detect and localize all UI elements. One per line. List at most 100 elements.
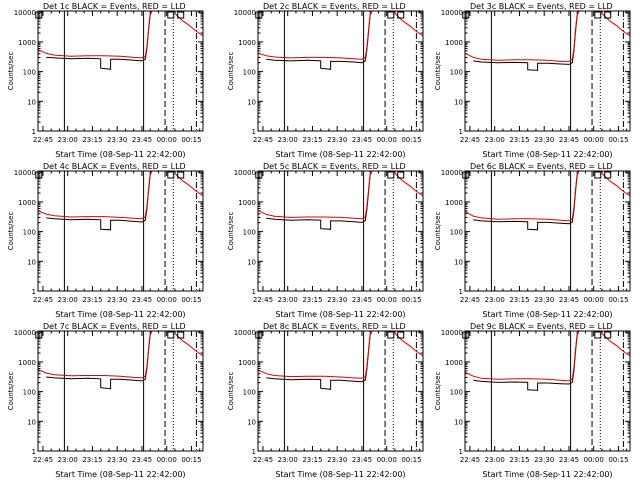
marker-box	[594, 331, 602, 339]
y-tick-label: 10	[247, 258, 256, 266]
marker-box	[177, 171, 185, 179]
y-tick-label: 1	[459, 128, 463, 136]
x-tick-label: 00:00	[377, 456, 397, 464]
panel-title: Det 7c BLACK = Events, RED = LLD	[43, 322, 186, 331]
y-tick-label: 10	[247, 98, 256, 106]
x-tick-label: 23:15	[302, 136, 322, 144]
x-tick-label: 22:45	[253, 456, 273, 464]
y-tick-label: 10	[247, 418, 256, 426]
y-tick-label: 1000	[18, 199, 36, 207]
x-axis-label: Start Time (08-Sep-11 22:42:00)	[482, 150, 612, 159]
panel-title: Det 3c BLACK = Events, RED = LLD	[470, 2, 613, 11]
marker-box	[255, 11, 263, 19]
x-tick-label: 23:45	[132, 296, 152, 304]
y-tick-label: 1000	[238, 39, 256, 47]
y-tick-label: 100	[243, 69, 256, 77]
panel-title: Det 6c BLACK = Events, RED = LLD	[470, 162, 613, 171]
series-lld	[258, 11, 423, 60]
y-axis-label: Counts/sec	[7, 52, 15, 91]
x-tick-label: 23:15	[82, 296, 102, 304]
marker-box	[604, 171, 612, 179]
y-axis-label: Counts/sec	[434, 52, 442, 91]
x-tick-label: 22:45	[253, 296, 273, 304]
panel-title: Det 5c BLACK = Events, RED = LLD	[263, 162, 406, 171]
marker-box	[387, 331, 395, 339]
plot-frame	[464, 170, 631, 292]
panel-9: Det 9c BLACK = Events, RED = LLD Counts/s…	[434, 322, 631, 479]
x-tick-label: 23:15	[82, 456, 102, 464]
series-events	[266, 331, 373, 390]
marker-box	[167, 331, 175, 339]
x-tick-label: 23:45	[352, 456, 372, 464]
x-tick-label: 23:15	[82, 136, 102, 144]
y-tick-label: 10000	[234, 9, 256, 17]
series-lld	[465, 11, 630, 62]
y-tick-label: 100	[450, 69, 463, 77]
panel-4: Det 4c BLACK = Events, RED = LLD Counts/s…	[7, 162, 204, 319]
x-tick-label: 23:15	[509, 296, 529, 304]
marker-box	[594, 11, 602, 19]
y-tick-label: 10000	[441, 9, 463, 17]
y-tick-label: 100	[23, 69, 36, 77]
x-tick-label: 23:00	[278, 296, 298, 304]
plot-frame	[37, 170, 204, 292]
x-tick-label: 23:30	[327, 296, 347, 304]
y-tick-label: 10000	[234, 169, 256, 177]
x-tick-label: 00:00	[584, 136, 604, 144]
x-tick-label: 23:45	[559, 296, 579, 304]
panel-1: Det 1c BLACK = Events, RED = LLD Counts/s…	[7, 2, 204, 159]
series-events	[266, 11, 373, 70]
x-tick-label: 00:00	[157, 456, 177, 464]
y-tick-label: 100	[243, 389, 256, 397]
marker-box	[397, 171, 405, 179]
marker-box	[255, 331, 263, 339]
plot-frame	[257, 170, 424, 292]
series-events	[473, 331, 580, 391]
marker-box	[35, 331, 43, 339]
y-tick-label: 1000	[445, 39, 463, 47]
x-tick-label: 00:15	[401, 296, 421, 304]
x-tick-label: 23:00	[58, 136, 78, 144]
marker-box	[167, 171, 175, 179]
y-tick-label: 1	[459, 288, 463, 296]
y-tick-label: 10000	[14, 169, 36, 177]
x-tick-label: 23:30	[107, 296, 127, 304]
y-tick-label: 10000	[14, 9, 36, 17]
y-tick-label: 10	[454, 98, 463, 106]
x-tick-label: 23:45	[132, 136, 152, 144]
y-tick-label: 1	[32, 128, 36, 136]
y-tick-label: 10000	[441, 329, 463, 337]
y-tick-label: 1000	[238, 199, 256, 207]
series-lld	[38, 11, 203, 59]
plot-frame	[37, 330, 204, 452]
x-axis-label: Start Time (08-Sep-11 22:42:00)	[482, 470, 612, 479]
panel-8: Det 8c BLACK = Events, RED = LLD Counts/s…	[227, 322, 424, 479]
y-tick-label: 1	[32, 448, 36, 456]
plot-frame	[37, 10, 204, 132]
panel-title: Det 2c BLACK = Events, RED = LLD	[263, 2, 406, 11]
y-tick-label: 100	[450, 229, 463, 237]
y-tick-label: 1	[459, 448, 463, 456]
panel-title: Det 9c BLACK = Events, RED = LLD	[470, 322, 613, 331]
x-tick-label: 23:30	[534, 136, 554, 144]
panel-5: Det 5c BLACK = Events, RED = LLD Counts/s…	[227, 162, 424, 319]
panel-3: Det 3c BLACK = Events, RED = LLD Counts/s…	[434, 2, 631, 159]
panel-title: Det 8c BLACK = Events, RED = LLD	[263, 322, 406, 331]
series-lld	[258, 171, 423, 220]
y-tick-label: 1	[252, 448, 256, 456]
x-tick-label: 23:00	[485, 296, 505, 304]
x-tick-label: 00:15	[181, 296, 201, 304]
y-tick-label: 1000	[18, 359, 36, 367]
x-tick-label: 23:45	[132, 456, 152, 464]
x-tick-label: 23:30	[107, 136, 127, 144]
plot-frame	[257, 10, 424, 132]
y-tick-label: 10	[27, 418, 36, 426]
marker-box	[604, 331, 612, 339]
y-tick-label: 100	[243, 229, 256, 237]
x-tick-label: 23:45	[352, 296, 372, 304]
x-tick-label: 23:30	[327, 136, 347, 144]
marker-box	[387, 171, 395, 179]
y-tick-label: 10	[454, 258, 463, 266]
x-tick-label: 00:15	[608, 136, 628, 144]
